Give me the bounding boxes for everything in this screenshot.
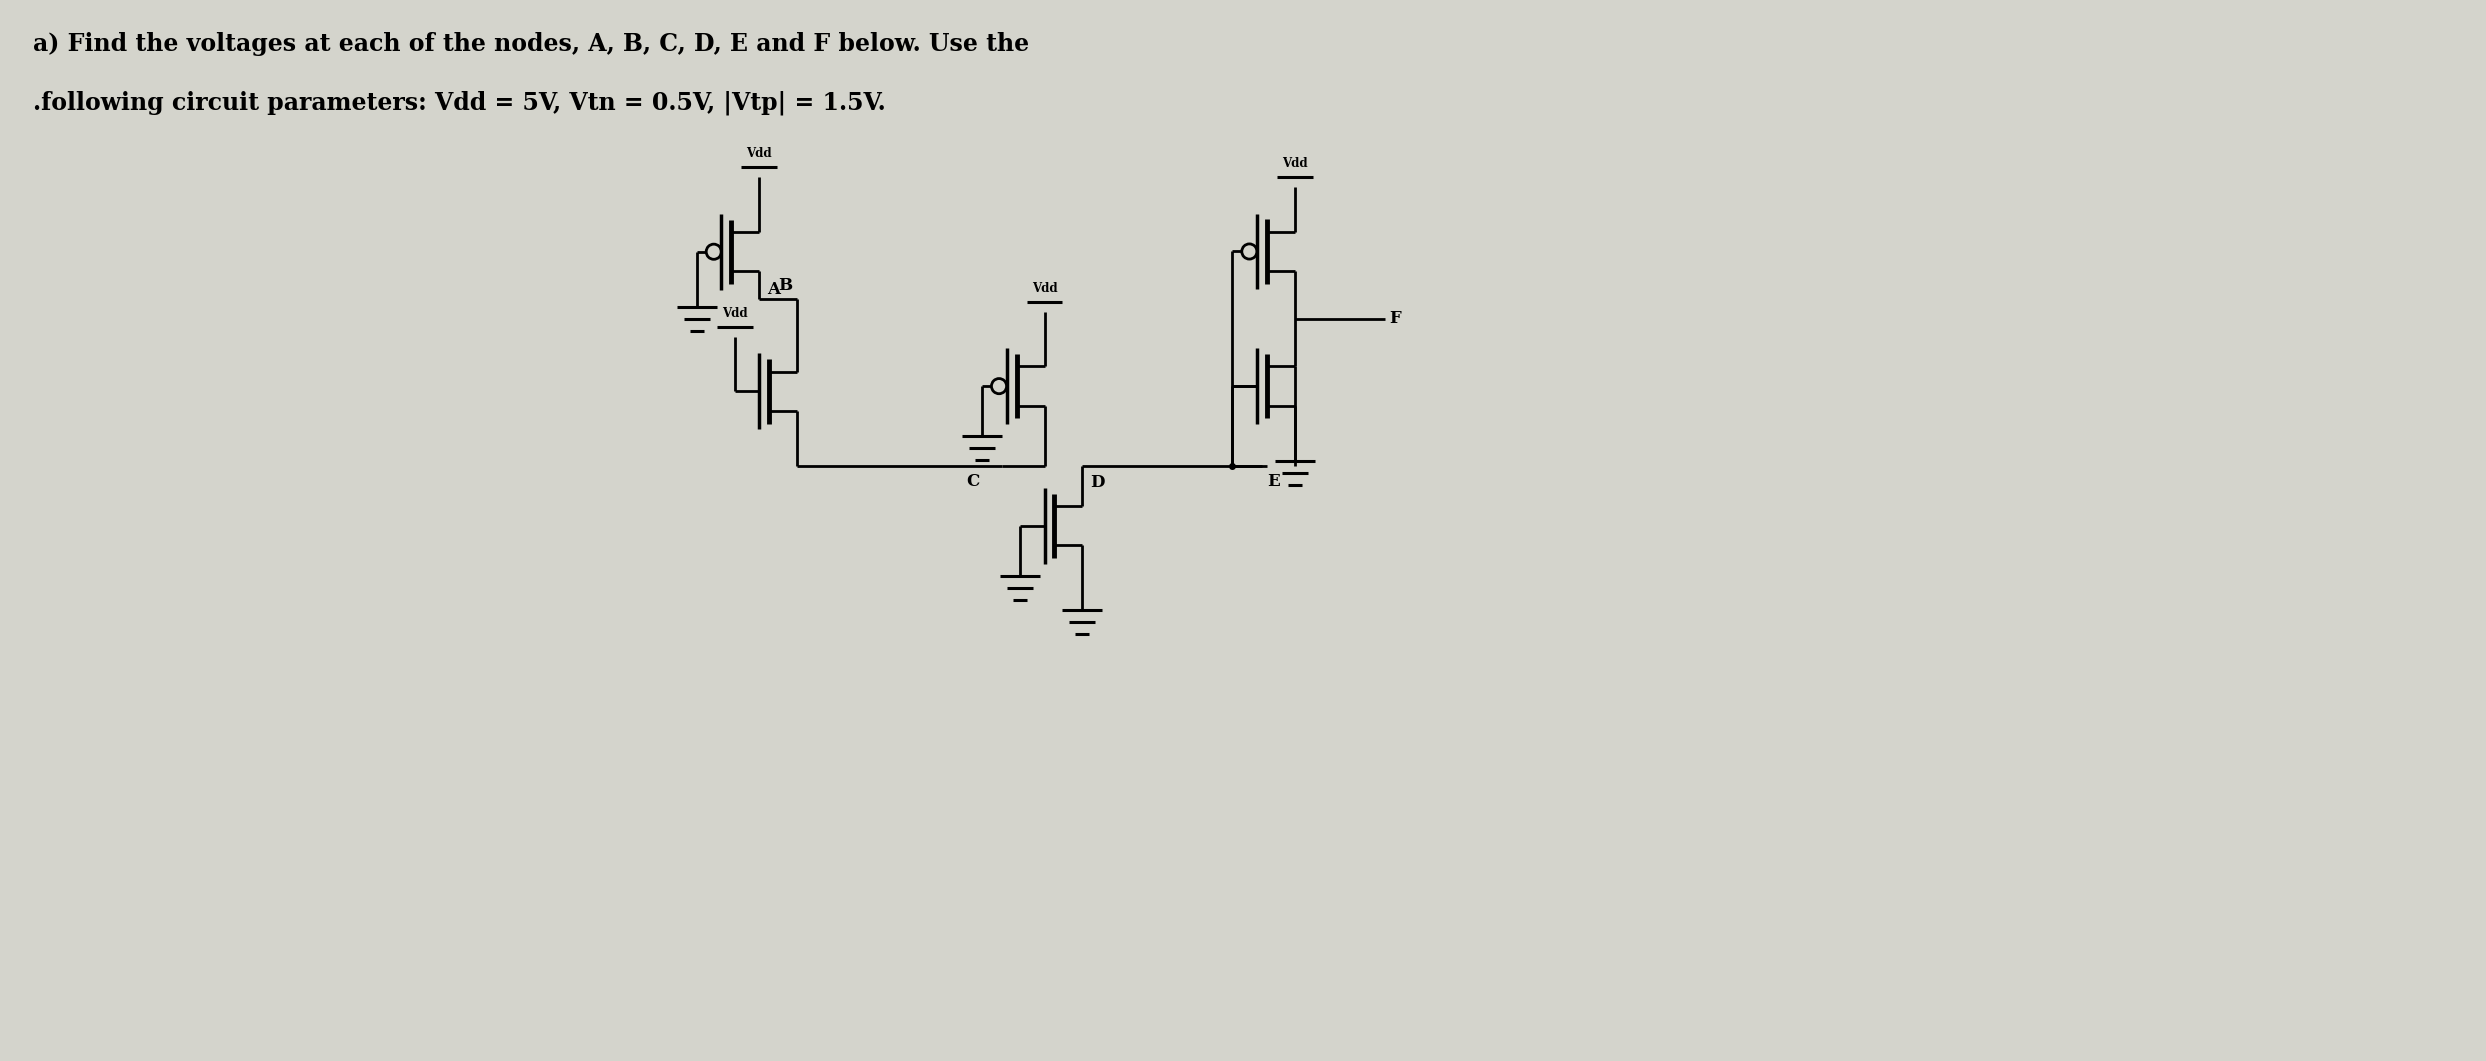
Text: a) Find the voltages at each of the nodes, A, B, C, D, E and F below. Use the: a) Find the voltages at each of the node… bbox=[32, 32, 1029, 56]
Text: Vdd: Vdd bbox=[1283, 157, 1308, 170]
Text: B: B bbox=[778, 277, 793, 294]
Text: E: E bbox=[1268, 473, 1280, 490]
Text: F: F bbox=[1390, 310, 1402, 327]
Text: Vdd: Vdd bbox=[1032, 281, 1057, 295]
Text: .following circuit parameters: Vdd = 5V, Vtn = 0.5V, |Vtp| = 1.5V.: .following circuit parameters: Vdd = 5V,… bbox=[32, 90, 885, 115]
Text: D: D bbox=[1091, 474, 1104, 491]
Text: Vdd: Vdd bbox=[746, 147, 773, 160]
Text: Vdd: Vdd bbox=[721, 307, 748, 319]
Text: A: A bbox=[768, 281, 781, 298]
Text: C: C bbox=[967, 473, 979, 490]
